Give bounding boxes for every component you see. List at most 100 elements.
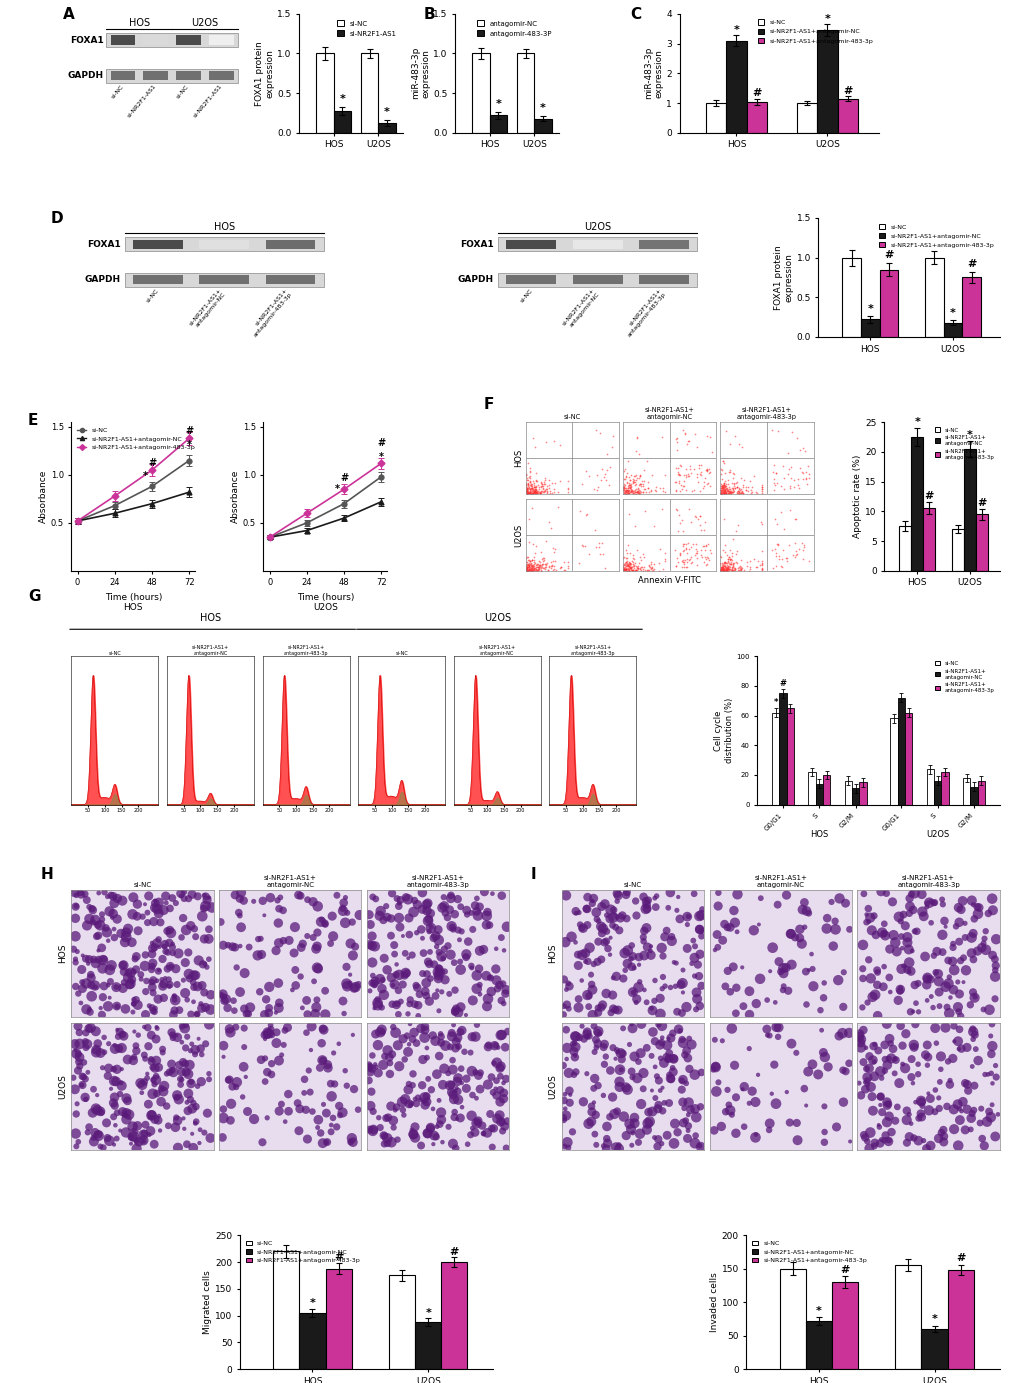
Point <box>338 975 355 997</box>
Point <box>85 899 101 921</box>
Point <box>219 997 235 1019</box>
Point <box>715 552 732 574</box>
Point <box>768 513 785 535</box>
Point <box>83 1017 99 1039</box>
Point <box>191 1131 207 1153</box>
Point <box>520 469 536 491</box>
Point <box>733 466 749 488</box>
Point <box>308 938 324 960</box>
Point <box>518 556 534 578</box>
Point <box>654 945 671 967</box>
Point <box>876 1124 893 1147</box>
Point <box>615 559 632 581</box>
Text: F: F <box>483 397 493 412</box>
Point <box>442 943 459 965</box>
Point <box>442 884 459 906</box>
Point <box>164 887 180 909</box>
Point <box>395 1104 412 1126</box>
Point <box>95 1057 111 1079</box>
Point <box>637 559 653 581</box>
Point <box>527 542 543 564</box>
Point <box>723 556 740 578</box>
Point <box>234 1086 251 1108</box>
Point <box>751 968 767 990</box>
Point <box>753 481 769 503</box>
Point <box>526 550 542 573</box>
Bar <box>786 708 793 805</box>
Point <box>872 1129 889 1151</box>
Point <box>642 935 658 957</box>
Point <box>796 1077 812 1099</box>
Point <box>618 1076 634 1098</box>
Point <box>144 971 160 993</box>
Point <box>633 470 649 492</box>
Point <box>800 455 816 477</box>
Point <box>622 542 638 564</box>
Point <box>667 480 684 502</box>
Point <box>537 553 553 575</box>
Point <box>648 480 664 502</box>
Point <box>88 1021 104 1043</box>
Point <box>728 550 744 573</box>
Text: #: # <box>449 1246 459 1257</box>
Point <box>173 1061 190 1083</box>
Title: si-NC: si-NC <box>133 882 152 888</box>
Text: #: # <box>148 458 156 469</box>
Point <box>518 560 534 582</box>
Point <box>116 1104 132 1126</box>
Point <box>540 477 556 499</box>
Point <box>718 552 735 574</box>
Point <box>136 1070 152 1093</box>
Point <box>532 555 548 577</box>
Point <box>521 509 537 531</box>
Point <box>631 465 647 487</box>
Point <box>956 1119 972 1141</box>
Point <box>83 964 99 986</box>
Point <box>571 1026 587 1048</box>
Point <box>857 1037 873 1059</box>
Point <box>467 1026 483 1048</box>
Point <box>758 1018 774 1040</box>
Point <box>254 1131 270 1153</box>
Point <box>114 978 130 1000</box>
Point <box>246 1108 262 1130</box>
Point <box>103 954 119 976</box>
Point <box>259 1106 275 1129</box>
Point <box>691 480 707 502</box>
Point <box>861 1122 877 1144</box>
Point <box>375 1124 391 1147</box>
Point <box>705 1119 721 1141</box>
Point <box>901 1126 917 1148</box>
Point <box>716 477 733 499</box>
Point <box>523 557 539 579</box>
Point <box>767 462 784 484</box>
Point <box>519 560 535 582</box>
Point <box>527 479 543 501</box>
Point <box>615 942 632 964</box>
Point <box>390 964 407 986</box>
Point <box>143 1023 159 1046</box>
Text: GAPDH: GAPDH <box>458 275 493 285</box>
Point <box>169 1137 185 1159</box>
Point <box>623 947 639 969</box>
Point <box>383 1131 399 1153</box>
Point <box>940 972 956 994</box>
Point <box>177 952 194 974</box>
Point <box>668 1122 685 1144</box>
Point <box>519 556 535 578</box>
Point <box>404 1119 420 1141</box>
Point <box>715 550 732 573</box>
Point <box>471 896 487 918</box>
Point <box>107 887 123 909</box>
Point <box>714 481 731 503</box>
Point <box>215 1098 231 1120</box>
Point <box>77 1036 94 1058</box>
Title: si-NC: si-NC <box>108 650 121 656</box>
Point <box>201 887 217 909</box>
Point <box>731 481 747 503</box>
Point <box>414 927 430 949</box>
Point <box>624 550 640 573</box>
Point <box>522 559 538 581</box>
Point <box>140 1034 156 1057</box>
Point <box>401 993 418 1015</box>
